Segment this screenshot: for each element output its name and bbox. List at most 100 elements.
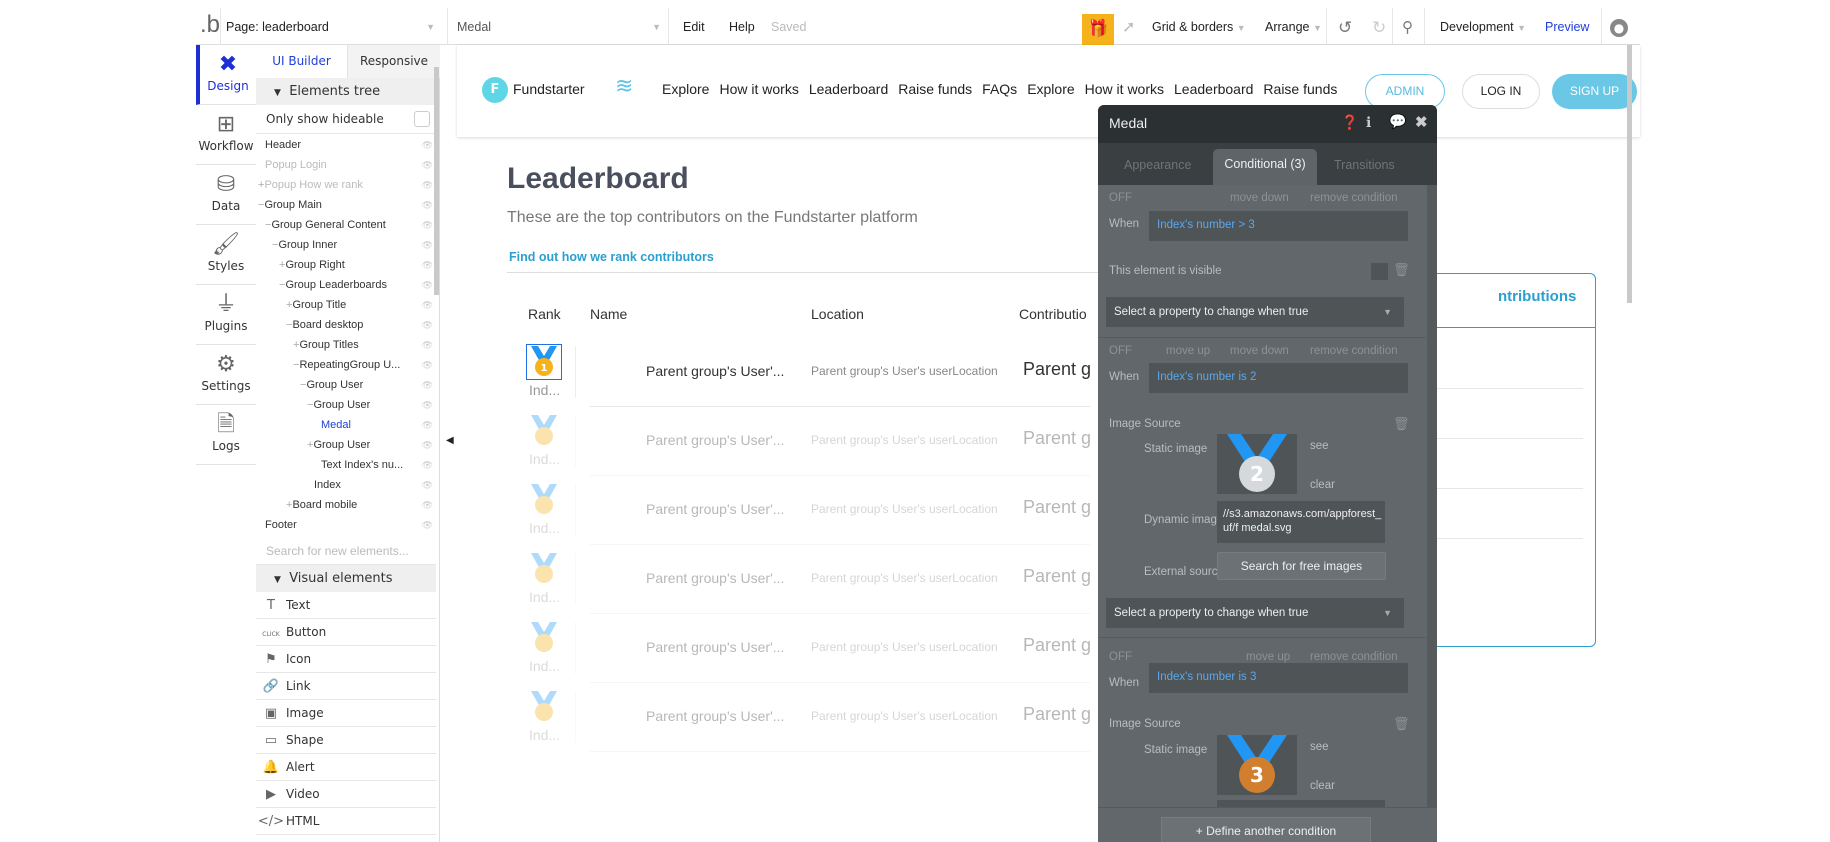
leaderboard-row[interactable]: Ind... Parent group's User'... Parent gr…	[457, 616, 1157, 685]
eye-icon[interactable]: 👁	[421, 480, 433, 490]
search-free-images-button[interactable]: Search for free images	[1217, 552, 1386, 580]
tab-conditional[interactable]: Conditional (3)	[1213, 149, 1317, 185]
close-icon[interactable]: ✖	[1415, 114, 1428, 131]
search-icon[interactable]: ⚲	[1402, 19, 1413, 36]
condition-3-expression[interactable]: Index's number is 3	[1149, 663, 1408, 693]
tree-item[interactable]: −Group Inner 👁	[256, 235, 436, 255]
tree-item[interactable]: +Board mobile 👁	[256, 495, 436, 515]
info-icon[interactable]: ℹ	[1366, 114, 1372, 130]
collapse-icon[interactable]: −	[272, 239, 279, 251]
eye-icon[interactable]: 👁	[421, 420, 433, 430]
tree-item[interactable]: −Group User 👁	[256, 395, 436, 415]
eye-icon[interactable]: 👁	[421, 500, 433, 510]
help-icon[interactable]: ❓	[1341, 114, 1359, 130]
condition-2-move-up[interactable]: move up	[1166, 345, 1211, 357]
static-image-3[interactable]: 3	[1217, 735, 1297, 795]
collapse-icon[interactable]: −	[293, 359, 300, 371]
expand-icon[interactable]: +	[279, 259, 286, 271]
expand-icon[interactable]: +	[286, 499, 293, 511]
property-select-1[interactable]: Select a property to change when true ▼	[1106, 297, 1404, 327]
nav-styles[interactable]: 🖌 Styles	[196, 225, 256, 285]
visual-element-alert[interactable]: 🔔 Alert	[256, 754, 436, 781]
tree-item[interactable]: +Group Titles 👁	[256, 335, 436, 355]
collapse-icon[interactable]: −	[286, 319, 293, 331]
edit-menu[interactable]: Edit	[683, 20, 705, 34]
visual-element-button[interactable]: CLICK Button	[256, 619, 436, 646]
nav-link-overlap[interactable]: Explore	[1027, 81, 1075, 97]
visible-checkbox[interactable]	[1371, 263, 1388, 280]
condition-3-off[interactable]: OFF	[1109, 651, 1132, 663]
eye-icon[interactable]: 👁	[421, 280, 433, 290]
tree-item[interactable]: −Group Main 👁	[256, 195, 436, 215]
collapse-icon[interactable]: −	[279, 279, 286, 291]
arrange-menu[interactable]: Arrange ▼	[1265, 20, 1322, 34]
nav-link[interactable]: FAQs	[982, 81, 1018, 97]
condition-3-move-up[interactable]: move up	[1246, 651, 1291, 663]
expand-icon[interactable]: +	[293, 339, 300, 351]
trash-icon[interactable]: 🗑	[1393, 262, 1410, 277]
static-image-2[interactable]: 2	[1217, 434, 1297, 494]
tab-appearance[interactable]: Appearance	[1124, 158, 1192, 172]
nav-link[interactable]: Raise funds	[898, 81, 973, 97]
login-button[interactable]: LOG IN	[1462, 74, 1540, 109]
tree-item[interactable]: Footer 👁	[256, 515, 436, 535]
visual-element-link[interactable]: 🔗 Link	[256, 673, 436, 700]
collapse-panel-icon[interactable]: ◀	[446, 435, 454, 446]
nav-link-overlap[interactable]: Raise funds	[1263, 81, 1338, 97]
eye-icon[interactable]: 👁	[421, 160, 433, 170]
visual-element-icon[interactable]: ⚑ Icon	[256, 646, 436, 673]
leaderboard-row[interactable]: Ind... Parent group's User'... Parent gr…	[457, 547, 1157, 616]
collapse-icon[interactable]: −	[300, 379, 307, 391]
collapse-icon[interactable]: −	[258, 199, 265, 211]
trash-icon[interactable]: 🗑	[1393, 716, 1410, 731]
see-link[interactable]: see	[1310, 440, 1329, 452]
condition-2-move-down[interactable]: move down	[1230, 345, 1289, 357]
help-menu[interactable]: Help	[729, 20, 755, 34]
grid-borders-menu[interactable]: Grid & borders ▼	[1152, 20, 1246, 34]
eye-icon[interactable]: 👁	[421, 520, 433, 530]
ranking-info-link[interactable]: Find out how we rank contributors	[509, 250, 714, 264]
leaderboard-row[interactable]: 1 Ind... Parent group's User'... Parent …	[457, 340, 1157, 409]
tab-responsive[interactable]: Responsive	[348, 45, 440, 78]
tree-item[interactable]: −Group Leaderboards 👁	[256, 275, 436, 295]
comment-icon[interactable]: 💬	[1389, 113, 1407, 129]
eye-icon[interactable]: 👁	[421, 240, 433, 250]
redo-icon[interactable]: ↻	[1372, 18, 1387, 37]
bubble-logo[interactable]: .b	[200, 11, 221, 38]
condition-2-expression[interactable]: Index's number is 2	[1149, 363, 1408, 393]
nav-design[interactable]: ✖ Design	[196, 45, 256, 105]
medal-icon[interactable]	[528, 484, 560, 516]
visual-element-html[interactable]: </> HTML	[256, 808, 436, 835]
eye-icon[interactable]: 👁	[421, 400, 433, 410]
tree-item[interactable]: +Popup How we rank 👁	[256, 175, 436, 195]
eye-icon[interactable]: 👁	[421, 200, 433, 210]
medal-icon[interactable]	[528, 691, 560, 723]
eye-icon[interactable]: 👁	[421, 440, 433, 450]
selection-box[interactable]	[526, 344, 562, 380]
tree-item[interactable]: +Group Right 👁	[256, 255, 436, 275]
nav-settings[interactable]: ⚙ Settings	[196, 345, 256, 405]
nav-plugins[interactable]: ⏚ Plugins	[196, 285, 256, 345]
eye-icon[interactable]: 👁	[421, 300, 433, 310]
expand-icon[interactable]: +	[258, 179, 265, 191]
see-link[interactable]: see	[1310, 741, 1329, 753]
cursor-icon[interactable]: ➚	[1122, 19, 1136, 36]
brand-name[interactable]: Fundstarter	[513, 81, 585, 97]
undo-icon[interactable]: ↺	[1338, 18, 1353, 37]
gift-icon[interactable]: 🎁	[1082, 14, 1114, 45]
elements-tree-header[interactable]: ▼ Elements tree	[256, 78, 436, 105]
nav-link-overlap[interactable]: Leaderboard	[1174, 81, 1254, 97]
only-hideable-checkbox[interactable]	[414, 111, 430, 127]
tree-item[interactable]: +Group Title 👁	[256, 295, 436, 315]
condition-1-expression[interactable]: Index's number > 3	[1149, 211, 1408, 241]
tree-item[interactable]: −RepeatingGroup U... 👁	[256, 355, 436, 375]
collapse-icon[interactable]: −	[307, 399, 314, 411]
medal-icon[interactable]	[528, 622, 560, 654]
tab-ui-builder[interactable]: UI Builder	[256, 45, 348, 78]
nav-workflow[interactable]: ⊞ Workflow	[196, 105, 256, 165]
panel-scrollbar[interactable]	[434, 67, 439, 295]
tree-item[interactable]: Popup Login 👁	[256, 155, 436, 175]
nav-data[interactable]: ⛁ Data	[196, 165, 256, 225]
medal-icon[interactable]	[528, 415, 560, 447]
nav-link[interactable]: How it works	[719, 81, 799, 97]
